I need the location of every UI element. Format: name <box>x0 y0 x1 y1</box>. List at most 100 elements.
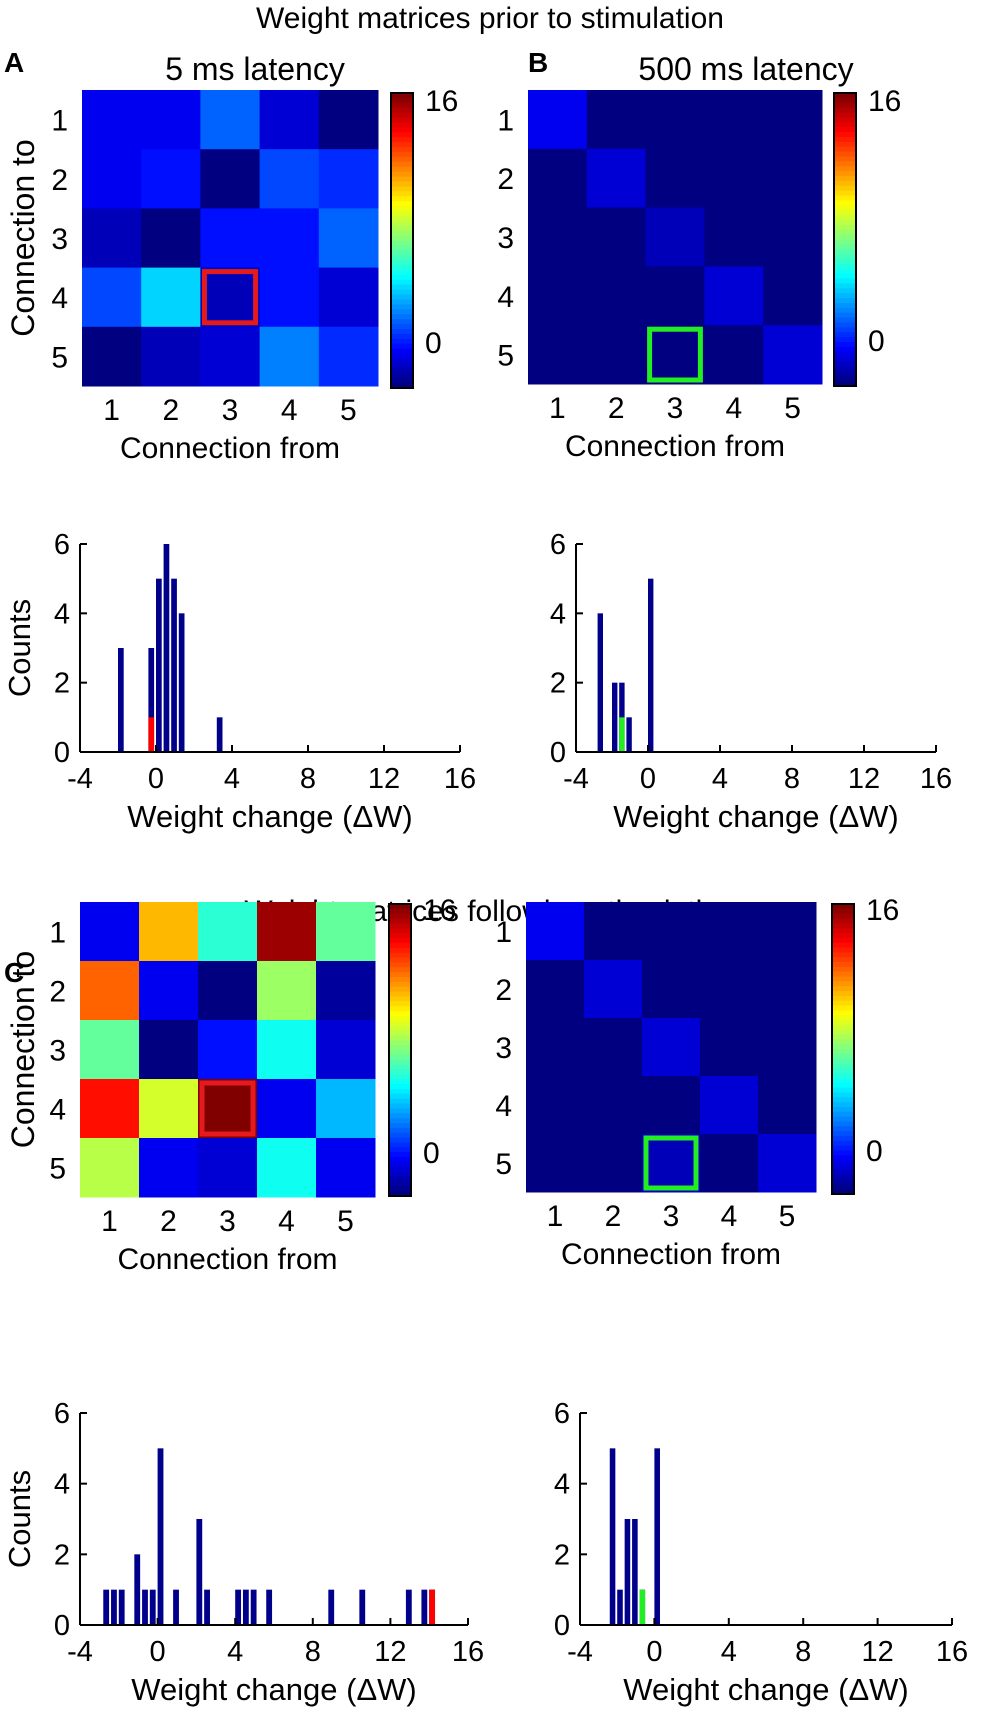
y-tick-label: 4 <box>495 1090 512 1123</box>
colorbar-segment <box>832 1179 854 1185</box>
heatmap-cell <box>758 960 817 1019</box>
y-tick-label: 3 <box>49 1035 66 1068</box>
colorbar-segment <box>389 1108 411 1114</box>
histogram-bar <box>648 578 654 752</box>
x-axis-label: Connection from <box>561 1238 781 1271</box>
colorbar-segment <box>834 249 856 255</box>
colorbar-segment <box>389 947 411 954</box>
highlight-box <box>643 1135 699 1191</box>
colorbar-tick-label: 16 <box>866 894 899 927</box>
colorbar-segment <box>832 1174 854 1181</box>
y-tick-label: 5 <box>49 1153 66 1186</box>
y-tick-label: 6 <box>550 529 566 561</box>
colorbar-segment <box>389 1166 411 1173</box>
histogram-bar <box>626 717 632 752</box>
colorbar-segment <box>391 348 413 355</box>
x-tick-label: 2 <box>160 1205 177 1238</box>
colorbar-segment <box>389 1098 411 1105</box>
heatmap-cell <box>528 325 588 385</box>
x-tick-label: 16 <box>452 1636 484 1668</box>
colorbar-segment <box>834 180 856 187</box>
y-tick-label: 5 <box>51 341 68 374</box>
x-axis-label: Connection from <box>117 1243 337 1276</box>
colorbar-segment <box>389 1025 411 1032</box>
colorbar-segment <box>391 93 413 99</box>
colorbar-segment <box>391 186 413 192</box>
colorbar-segment <box>832 933 854 939</box>
colorbar-segment <box>391 225 413 232</box>
histogram-bar <box>359 1589 366 1625</box>
heatmap-cell <box>82 267 142 328</box>
colorbar-segment <box>391 324 413 330</box>
heatmap-cell <box>257 961 317 1021</box>
heatmap-cell <box>586 325 647 385</box>
colorbar-segment <box>832 1078 854 1084</box>
heatmap-cell <box>526 1018 585 1077</box>
colorbar-segment <box>391 329 413 335</box>
colorbar-segment <box>834 117 856 123</box>
colorbar-segment <box>391 373 413 379</box>
x-axis-label: Weight change (ΔW) <box>623 1672 908 1707</box>
x-tick-label: 5 <box>779 1200 796 1233</box>
colorbar-segment <box>391 112 413 119</box>
heatmap-cell <box>763 325 823 385</box>
y-axis-label: Connection to <box>5 951 41 1148</box>
y-tick-label: 2 <box>54 668 70 700</box>
colorbar-segment <box>391 176 413 183</box>
colorbar-segment <box>834 244 856 250</box>
colorbar-segment <box>834 307 856 314</box>
colorbar-segment <box>832 1155 854 1161</box>
colorbar-segment <box>391 156 413 163</box>
colorbar-segment <box>832 1082 854 1089</box>
histogram-bar <box>196 1519 203 1625</box>
colorbar-segment <box>391 117 413 124</box>
x-tick-label: 2 <box>162 394 179 427</box>
colorbar-segment <box>832 1029 854 1036</box>
heatmap-cell <box>198 1020 258 1080</box>
colorbar-segment <box>389 1132 411 1139</box>
colorbar-segment <box>832 957 854 963</box>
x-tick-label: 0 <box>148 763 164 795</box>
colorbar-segment <box>389 1093 411 1100</box>
x-tick-label: 12 <box>861 1636 893 1668</box>
colorbar-segment <box>389 957 411 963</box>
colorbar-segment <box>389 1176 411 1182</box>
heatmap-cell <box>763 90 823 150</box>
heatmap-cell <box>257 1020 317 1080</box>
colorbar-segment <box>389 977 411 983</box>
colorbar-segment <box>832 1092 854 1098</box>
colorbar-segment <box>834 190 856 197</box>
heatmap-cell <box>526 1076 585 1135</box>
y-tick-label: 1 <box>495 916 512 949</box>
colorbar-segment <box>391 304 413 310</box>
heatmap-cell <box>642 902 701 961</box>
histogram-bar <box>118 1589 125 1625</box>
heatmap-cell <box>257 902 317 962</box>
title-top: Weight matrices prior to stimulation <box>256 2 724 35</box>
heatmap-cell <box>584 1018 643 1077</box>
colorbar-segment <box>391 161 413 168</box>
colorbar-segment <box>834 346 856 353</box>
colorbar-segment <box>834 254 856 260</box>
colorbar-segment <box>832 1189 854 1195</box>
x-tick-label: 3 <box>219 1205 236 1238</box>
heatmap-cell <box>200 90 261 150</box>
heatmap-cell <box>704 325 764 385</box>
heatmap-cell <box>700 1134 759 1193</box>
x-tick-label: 12 <box>848 763 880 795</box>
x-tick-label: 0 <box>640 763 656 795</box>
histogram-bar <box>597 613 603 752</box>
heatmap-cell <box>82 326 142 387</box>
heatmap-cell <box>80 1138 140 1198</box>
colorbar-segment <box>391 265 413 271</box>
x-tick-label: 4 <box>721 1636 737 1668</box>
heatmap-cell <box>318 208 379 269</box>
x-tick-label: 2 <box>605 1200 622 1233</box>
histogram-bar <box>235 1589 242 1625</box>
y-tick-label: 1 <box>49 917 66 950</box>
histogram-highlight-bar <box>148 717 155 752</box>
x-tick-label: 4 <box>278 1205 295 1238</box>
colorbar-segment <box>389 962 411 968</box>
heatmap-cell <box>318 326 379 387</box>
colorbar-segment <box>389 967 411 973</box>
